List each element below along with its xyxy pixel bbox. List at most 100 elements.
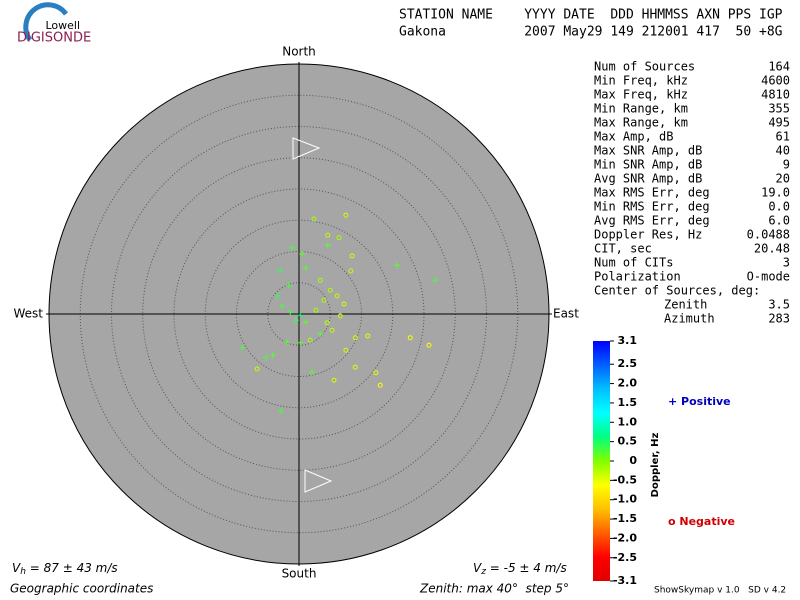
source-positive bbox=[239, 344, 246, 351]
header-line: STATION NAME YYYY DATE DDD HHMMSS AXN PP… bbox=[399, 8, 783, 23]
source-negative bbox=[325, 232, 331, 238]
center-label: Zenith bbox=[664, 298, 707, 312]
source-negative bbox=[331, 377, 337, 383]
footer-version: ShowSkymap v 1.0 SD v 4.2 bbox=[654, 586, 786, 596]
stat-value: 9 bbox=[783, 158, 790, 172]
source-negative bbox=[336, 235, 342, 241]
colorbar bbox=[593, 341, 610, 581]
source-positive bbox=[287, 309, 294, 316]
stat-label: Num of CITs bbox=[594, 256, 673, 270]
source-positive bbox=[302, 319, 309, 326]
source-negative bbox=[254, 366, 260, 372]
stat-value: 164 bbox=[768, 60, 790, 74]
source-positive bbox=[297, 312, 304, 319]
source-negative bbox=[317, 277, 323, 283]
vh-text: = 87 ± 43 m/s bbox=[26, 561, 118, 575]
vz: Vz = -5 ± 4 m/s bbox=[473, 561, 567, 577]
logo-swoosh bbox=[23, 2, 69, 42]
stat-value: 20.48 bbox=[754, 242, 790, 256]
stat-value: O-mode bbox=[747, 270, 790, 284]
stat-label: Max RMS Err, deg bbox=[594, 186, 710, 200]
source-positive bbox=[277, 267, 284, 274]
source-positive bbox=[292, 317, 299, 324]
vh-sub: h bbox=[20, 567, 26, 577]
direction-label: North bbox=[282, 45, 316, 59]
stat-label: Min RMS Err, deg bbox=[594, 200, 710, 214]
source-positive bbox=[432, 277, 439, 284]
stat-label: Max SNR Amp, dB bbox=[594, 144, 702, 158]
legend-negative: o Negative bbox=[668, 515, 735, 528]
center-value: 3.5 bbox=[768, 298, 790, 312]
beam-marker bbox=[292, 137, 321, 160]
footer-zenith: Zenith: max 40° step 5° bbox=[419, 582, 569, 596]
colorbar-tick-label: 0 bbox=[629, 454, 637, 467]
stat-label: Min Freq, kHz bbox=[594, 74, 688, 88]
source-negative bbox=[321, 297, 327, 303]
direction-label: East bbox=[553, 307, 579, 321]
source-positive bbox=[309, 369, 316, 376]
stat-value: 495 bbox=[768, 116, 790, 130]
colorbar-tick-label: 2.5 bbox=[618, 357, 638, 370]
colorbar-tick-label: -2.0 bbox=[613, 531, 637, 544]
source-negative bbox=[324, 320, 330, 326]
source-negative bbox=[352, 335, 358, 341]
source-positive bbox=[299, 251, 306, 257]
stat-label: Avg RMS Err, deg bbox=[594, 214, 710, 228]
direction-label: South bbox=[282, 567, 317, 581]
source-positive bbox=[324, 242, 331, 249]
center-title: Center of Sources, deg: bbox=[594, 284, 760, 298]
source-negative bbox=[337, 313, 343, 319]
stat-value: 19.0 bbox=[761, 186, 790, 200]
source-positive bbox=[302, 264, 309, 271]
stat-label: Max Range, km bbox=[594, 116, 688, 130]
stat-value: 3 bbox=[783, 256, 790, 270]
source-positive bbox=[284, 339, 291, 346]
source-negative bbox=[365, 333, 371, 339]
stat-value: 6.0 bbox=[768, 214, 790, 228]
source-negative bbox=[349, 253, 355, 259]
source-negative bbox=[352, 364, 358, 370]
colorbar-tick-label: 0.5 bbox=[618, 435, 638, 448]
colorbar-tick-label: 1.5 bbox=[618, 396, 638, 409]
source-negative bbox=[327, 287, 333, 293]
colorbar-tick-label: 2.0 bbox=[618, 377, 638, 390]
stat-value: 40 bbox=[776, 144, 790, 158]
vz-text: = -5 ± 4 m/s bbox=[486, 561, 567, 575]
stat-label: Max Amp, dB bbox=[594, 130, 673, 144]
footer-coords: Geographic coordinates bbox=[10, 582, 153, 596]
stat-value: 4810 bbox=[761, 88, 790, 102]
beam-marker bbox=[304, 469, 333, 493]
stat-value: 355 bbox=[768, 102, 790, 116]
center-label: Azimuth bbox=[664, 312, 715, 326]
source-negative bbox=[426, 342, 432, 348]
vh-symbol: V bbox=[12, 561, 21, 575]
vz-sub: z bbox=[480, 567, 486, 577]
stat-value: 61 bbox=[776, 130, 790, 144]
stat-label: Max Freq, kHz bbox=[594, 88, 688, 102]
source-positive bbox=[394, 262, 401, 269]
source-positive bbox=[279, 302, 286, 309]
stat-label: Min SNR Amp, dB bbox=[594, 158, 702, 172]
source-negative bbox=[329, 327, 335, 333]
logo-top: Lowell bbox=[45, 19, 80, 32]
stat-value: 0.0488 bbox=[747, 228, 790, 242]
source-negative bbox=[343, 212, 349, 218]
source-negative bbox=[334, 293, 340, 299]
source-positive bbox=[289, 244, 296, 251]
source-positive bbox=[269, 352, 276, 359]
stat-value: 0.0 bbox=[768, 200, 790, 214]
colorbar-tick-label: -2.5 bbox=[613, 551, 637, 564]
source-positive bbox=[317, 331, 324, 337]
colorbar-tick-label: -0.5 bbox=[613, 473, 637, 486]
legend-positive: + Positive bbox=[668, 395, 731, 408]
colorbar-tick-label: -1.5 bbox=[613, 512, 637, 525]
source-negative bbox=[343, 347, 349, 353]
stat-label: Min Range, km bbox=[594, 102, 688, 116]
stat-value: 20 bbox=[776, 172, 790, 186]
source-negative bbox=[407, 335, 413, 341]
colorbar-tick-label: -1.0 bbox=[613, 493, 637, 506]
source-positive bbox=[286, 282, 292, 289]
stat-value: 4600 bbox=[761, 74, 790, 88]
colorbar-tick-label: -3.1 bbox=[613, 574, 637, 587]
